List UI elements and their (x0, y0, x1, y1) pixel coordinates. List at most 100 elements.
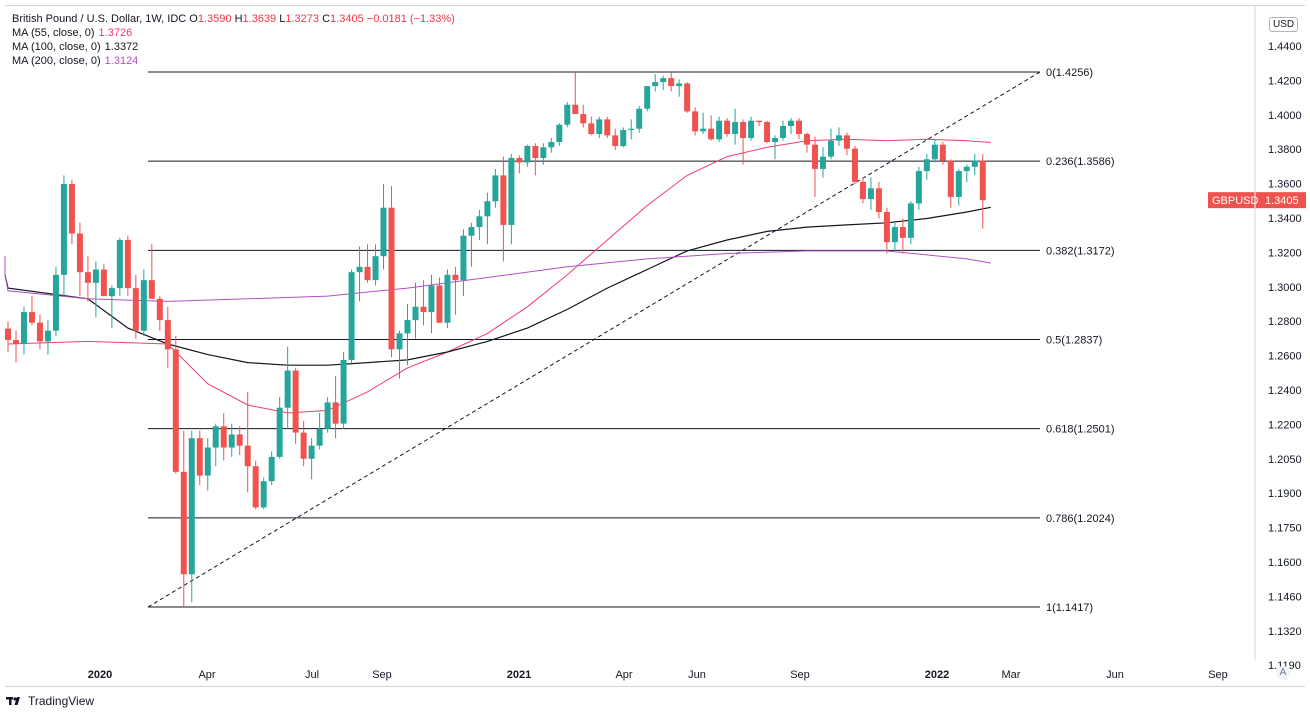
candle-body (963, 166, 970, 172)
candle-body (971, 160, 978, 167)
candle-body (364, 266, 371, 281)
candle-body (596, 119, 603, 135)
candle-body (612, 135, 619, 146)
candle-body (939, 144, 946, 161)
ma-line-0 (7, 138, 991, 414)
trendline-layer (147, 71, 1041, 608)
candle-body (724, 120, 731, 135)
candle-body (380, 207, 387, 257)
candle-body (276, 407, 283, 457)
candle-body (284, 370, 291, 408)
candle-body (420, 306, 427, 313)
fib-level-label: 1(1.1417) (1046, 602, 1093, 614)
candle-body (28, 312, 35, 323)
candle-body (716, 120, 723, 140)
indicator-ma55[interactable]: MA (55, close, 0) 1.3726 (12, 26, 455, 40)
candle-body (708, 128, 715, 140)
candle-body (772, 138, 779, 143)
last-price-badge (1208, 192, 1306, 209)
trendline (147, 71, 1041, 608)
y-tick-label: 1.1900 (1268, 488, 1302, 500)
indicator-ma100[interactable]: MA (100, close, 0) 1.3372 (12, 40, 455, 54)
candle-body (164, 320, 171, 350)
y-tick-label: 1.3600 (1268, 179, 1302, 191)
close-value: 1.3405 (330, 13, 364, 25)
chart-legend: British Pound / U.S. Dollar, 1W, IDC O 1.… (12, 12, 455, 68)
candle-body (804, 134, 810, 145)
brand-label: TradingView (28, 694, 95, 708)
candle-body (116, 239, 123, 289)
candle-body (468, 227, 475, 236)
candle-body (524, 145, 531, 163)
candle-body (476, 216, 483, 228)
candle-body (308, 445, 315, 459)
candle-body (796, 120, 803, 135)
y-tick-label: 1.1320 (1268, 626, 1302, 638)
x-tick-label: Sep (1208, 669, 1228, 681)
close-label: C (322, 13, 331, 25)
candle-body (748, 120, 755, 139)
y-tick-label: 1.3400 (1268, 213, 1302, 225)
x-tick-label: Sep (372, 669, 392, 681)
candle-body (68, 183, 75, 234)
indicator-label: MA (200, close, 0) (12, 55, 101, 67)
y-tick-label: 1.1460 (1268, 591, 1302, 603)
low-value: 1.3273 (285, 13, 320, 25)
candle-body (740, 122, 747, 139)
candle-body (268, 456, 275, 482)
candle-body (859, 181, 866, 200)
fib-level-label: 0.618(1.2501) (1046, 424, 1115, 436)
candle-body (460, 235, 467, 281)
candle-body (5, 328, 11, 341)
y-tick-label: 1.4400 (1268, 41, 1302, 53)
candle-body (899, 227, 906, 238)
candle-body (260, 481, 267, 508)
candle-body (979, 160, 986, 201)
candle-body (532, 145, 539, 158)
candle-body (108, 288, 115, 297)
candle-body (340, 359, 347, 424)
candle-body (588, 123, 595, 135)
candle-body (628, 128, 635, 131)
x-tick-label: Apr (198, 669, 215, 681)
candle-body (156, 298, 163, 321)
fib-level-label: 0.5(1.2837) (1046, 335, 1102, 347)
candle-body (204, 447, 211, 476)
last-price-label: GBPUSD 1.3405 (1208, 192, 1306, 209)
candle-body (604, 119, 611, 136)
candle-body (492, 175, 499, 202)
y-tick-label: 1.2200 (1268, 419, 1302, 431)
candle-body (404, 320, 411, 334)
candle-body (252, 466, 259, 508)
fib-level-label: 0.236(1.3586) (1046, 156, 1115, 168)
candle-body (684, 83, 691, 112)
candle-body (412, 306, 419, 321)
candle-body (20, 312, 27, 345)
symbol-label: British Pound / U.S. Dollar, 1W, IDC (12, 13, 187, 25)
currency-button[interactable]: USD (1269, 17, 1299, 32)
auto-scale-button[interactable]: A (1276, 666, 1290, 680)
candle-body (508, 157, 515, 225)
candle-body (764, 122, 771, 143)
candle-body (76, 233, 83, 273)
candle-body (851, 148, 858, 182)
candle-body (436, 285, 443, 323)
low-label: L (279, 13, 286, 25)
candle-body (732, 122, 739, 135)
candle-body (300, 432, 307, 459)
candle-body (891, 227, 898, 243)
candle-body (92, 269, 99, 283)
x-tick-label: Mar (1002, 669, 1021, 681)
candle-body (580, 114, 587, 124)
candle-body (788, 120, 795, 127)
candle-body (883, 211, 890, 243)
candle-body (548, 142, 555, 148)
y-tick-label: 1.1750 (1268, 523, 1302, 535)
candle-body (756, 120, 763, 123)
indicator-ma200[interactable]: MA (200, close, 0) 1.3124 (12, 54, 455, 68)
open-label: O (189, 13, 198, 25)
high-value: 1.3639 (242, 13, 277, 25)
x-tick-label: Jun (1106, 669, 1124, 681)
tradingview-brand[interactable]: TradingView (6, 694, 94, 708)
